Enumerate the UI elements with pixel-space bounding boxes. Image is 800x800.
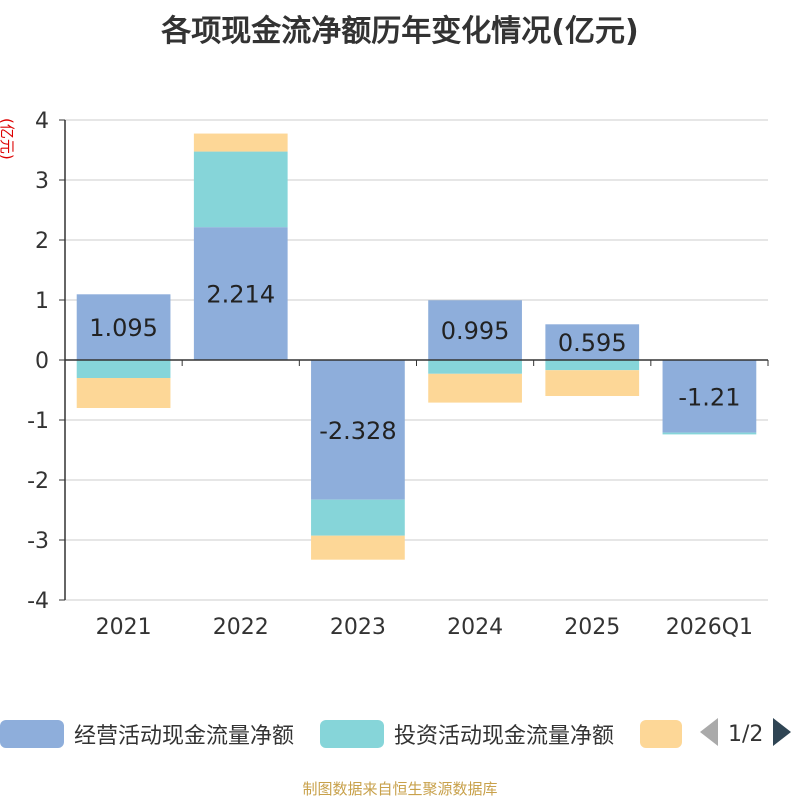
bar-s2-2025	[545, 370, 640, 396]
legend-item-financing[interactable]	[640, 714, 682, 754]
x-tick-label: 2026Q1	[666, 615, 753, 640]
bar-s0-2023	[311, 360, 405, 500]
bar-s1-2026Q1	[662, 432, 757, 435]
y-tick-label: -2	[27, 469, 49, 494]
legend-next-icon[interactable]	[773, 718, 792, 750]
data-label-2025: 0.595	[558, 329, 627, 357]
bar-s0-2026Q1	[662, 360, 757, 433]
data-label-2022: 2.214	[206, 281, 275, 309]
legend-label-operating: 经营活动现金流量净额	[74, 724, 295, 749]
x-tick-label: 2022	[213, 615, 269, 640]
bar-s1-2023	[311, 499, 405, 536]
legend-page-indicator: 1/2	[728, 721, 764, 747]
bar-s0-2024	[428, 300, 522, 360]
bar-s0-2021	[76, 294, 171, 360]
data-label-2026Q1: -1.21	[678, 383, 740, 411]
y-tick-label: 3	[35, 169, 49, 194]
chart-title: 各项现金流净额历年变化情况(亿元)	[161, 14, 639, 49]
bar-s2-2024	[428, 373, 522, 403]
x-tick-label: 2024	[447, 615, 503, 640]
y-tick-label: 4	[35, 109, 49, 134]
bar-s1-2024	[428, 360, 522, 374]
x-tick-label: 2023	[330, 615, 386, 640]
bars	[76, 133, 757, 560]
legend-pager: 1/2	[700, 714, 792, 754]
legend-swatch-investing	[320, 720, 384, 748]
legend-item-investing[interactable]: 投资活动现金流量净额	[320, 714, 614, 754]
y-tick-label: -4	[27, 589, 49, 614]
bar-s1-2022	[193, 151, 288, 228]
y-tick-label: -3	[27, 529, 49, 554]
bar-s2-2023	[311, 535, 405, 560]
x-tick-label: 2021	[96, 615, 152, 640]
bar-s0-2022	[193, 227, 288, 360]
bar-s1-2025	[545, 360, 640, 371]
legend-label-investing: 投资活动现金流量净额	[394, 724, 615, 749]
source-note: 制图数据来自恒生聚源数据库	[302, 780, 498, 798]
y-axis-unit-label: (亿元)	[0, 118, 16, 160]
grid-lines	[65, 119, 768, 601]
data-label-2023: -2.328	[319, 417, 396, 445]
axes	[59, 119, 769, 601]
labels: 4 3 2 1 0 -1 -2 -3 -4 1.095 2.214 -2.328 0.995 0.595 -…	[0, 109, 753, 640]
data-label-2021: 1.095	[89, 314, 158, 342]
bar-s2-2021	[76, 378, 171, 408]
data-label-2024: 0.995	[441, 317, 510, 345]
y-tick-label: -1	[27, 409, 49, 434]
legend: 经营活动现金流量净额 投资活动现金流量净额 1/2	[0, 714, 800, 754]
bar-s1-2021	[76, 360, 171, 378]
bar-s2-2022	[193, 133, 288, 152]
y-tick-label: 1	[35, 289, 49, 314]
legend-prev-icon[interactable]	[700, 718, 718, 750]
y-tick-label: 2	[35, 229, 49, 254]
y-tick-label: 0	[35, 349, 49, 374]
legend-swatch-operating	[0, 720, 64, 748]
x-tick-label: 2025	[564, 615, 620, 640]
legend-swatch-financing	[640, 720, 682, 748]
legend-item-operating[interactable]: 经营活动现金流量净额	[0, 714, 294, 754]
bar-s0-2025	[545, 324, 640, 360]
